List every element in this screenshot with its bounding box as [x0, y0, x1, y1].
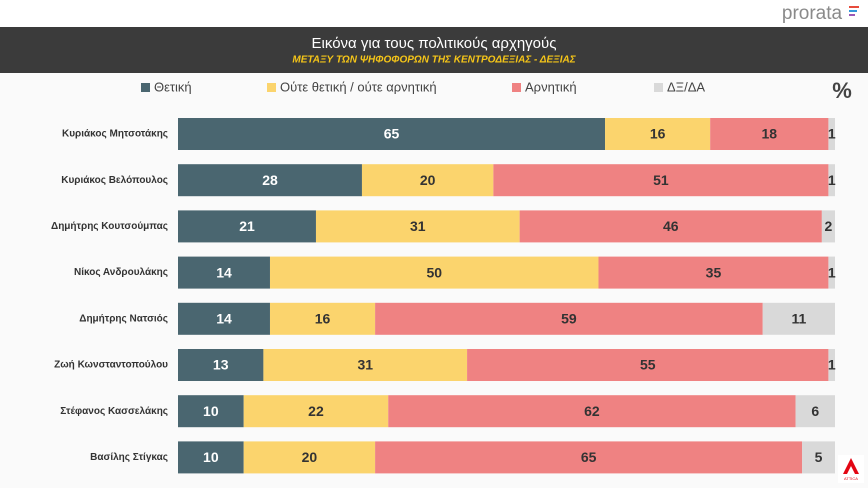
logo-bar: [849, 14, 855, 16]
bar-segment: [828, 164, 835, 197]
value-label: 14: [216, 264, 232, 280]
channel-logo: [843, 458, 859, 474]
value-label: 50: [426, 264, 442, 280]
value-label: 10: [203, 403, 219, 419]
bar-segment: [178, 302, 270, 335]
category-label: Στέφανος Κασσελάκης: [60, 406, 168, 417]
value-label: 10: [203, 449, 219, 465]
bar-segment: [762, 302, 835, 335]
category-label: Δημήτρης Κουτσούμπας: [51, 221, 168, 232]
bar-segment: [821, 210, 835, 243]
bar-segment: [178, 349, 264, 381]
value-label: 65: [581, 449, 597, 465]
value-label: 65: [384, 126, 400, 142]
bar-segment: [178, 441, 244, 474]
category-label: Ζωή Κωνσταντοπούλου: [54, 360, 168, 371]
channel-name: ATTICA: [844, 476, 858, 481]
bar-segment: [178, 395, 244, 428]
bar-segment: [388, 395, 796, 428]
legend-label: Θετική: [154, 79, 192, 94]
bar-segment: [828, 256, 835, 289]
category-label: Βασίλης Στίγκας: [90, 452, 168, 463]
bar-segment: [375, 441, 803, 474]
value-label: 20: [420, 172, 436, 188]
bar-segment: [178, 118, 606, 150]
value-label: 14: [216, 311, 232, 327]
value-label: 16: [315, 311, 331, 327]
category-label: Δημήτρης Νατσιός: [79, 313, 168, 324]
value-label: 16: [650, 126, 666, 142]
value-label: 22: [308, 403, 324, 419]
legend-swatch: [512, 83, 521, 92]
bar-segment: [493, 164, 829, 197]
value-label: 31: [410, 218, 426, 234]
bar-segment: [519, 210, 822, 243]
bar-segment: [605, 118, 711, 150]
bar-segment: [178, 256, 270, 289]
bar-segment: [361, 164, 494, 197]
value-label: 2: [825, 218, 833, 234]
legend-label: Ούτε θετική / ούτε αρνητική: [280, 79, 437, 94]
bar-segment: [795, 395, 835, 428]
value-label: 31: [357, 357, 373, 373]
unit-label: %: [832, 78, 852, 103]
bar-segment: [710, 118, 829, 150]
value-label: 21: [239, 218, 255, 234]
bar-segment: [598, 256, 829, 289]
value-label: 1: [828, 126, 836, 142]
value-label: 6: [811, 403, 819, 419]
logo: prorata: [782, 3, 843, 24]
top-strip: [0, 0, 868, 27]
bar-segment: [828, 349, 835, 381]
bar-segment: [243, 441, 376, 474]
legend-label: Αρνητική: [525, 79, 577, 94]
value-label: 46: [663, 218, 679, 234]
legend-swatch: [654, 83, 663, 92]
bar-segment: [263, 349, 468, 381]
bar-segment: [375, 302, 763, 335]
bar-segment: [269, 256, 599, 289]
legend-swatch: [141, 83, 150, 92]
bar-segment: [243, 395, 389, 428]
bar-segment: [802, 441, 835, 474]
value-label: 62: [584, 403, 600, 419]
value-label: 1: [828, 172, 836, 188]
bar-segment: [178, 210, 316, 243]
value-label: 55: [640, 357, 656, 373]
value-label: 11: [791, 311, 806, 327]
value-label: 18: [762, 126, 778, 142]
value-label: 28: [262, 172, 278, 188]
value-label: 5: [815, 449, 823, 465]
value-label: 35: [706, 264, 722, 280]
legend-swatch: [267, 83, 276, 92]
bar-segment: [178, 164, 362, 197]
header-band: [0, 27, 868, 73]
bar-segment: [828, 118, 835, 150]
bar-segment: [315, 210, 520, 243]
category-label: Κυριάκος Βελόπουλος: [61, 175, 168, 186]
chart-title: Εικόνα για τους πολιτικούς αρχηγούς: [312, 35, 557, 52]
bar-segment: [269, 302, 376, 335]
value-label: 1: [828, 264, 836, 280]
value-label: 51: [653, 172, 669, 188]
value-label: 13: [213, 357, 229, 373]
logo-bar: [849, 6, 859, 8]
category-label: Νίκος Ανδρουλάκης: [74, 267, 168, 278]
value-label: 59: [561, 311, 577, 327]
category-label: Κυριάκος Μητσοτάκης: [62, 129, 168, 140]
chart-subtitle: ΜΕΤΑΞΥ ΤΩΝ ΨΗΦΟΦΟΡΩΝ ΤΗΣ ΚΕΝΤΡΟΔΕΞΙΑΣ - …: [292, 55, 576, 66]
legend-label: ΔΞ/ΔΑ: [667, 79, 705, 94]
value-label: 20: [302, 449, 318, 465]
logo-bar: [849, 10, 857, 12]
bar-segment: [467, 349, 829, 381]
value-label: 1: [828, 357, 836, 373]
